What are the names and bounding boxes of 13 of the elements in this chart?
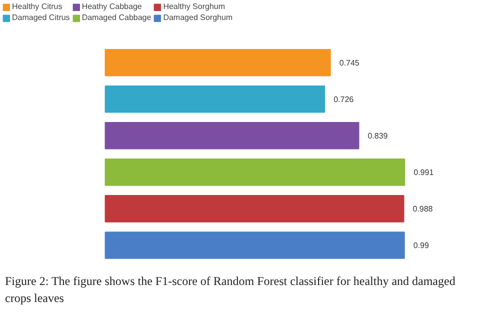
caption: Figure 2: The figure shows the F1-score of Random Forest classifier for healthy and damaged crops leaves (5, 273, 456, 308)
data-label: 0.726 (334, 95, 354, 104)
data-label: 0.991 (414, 168, 434, 178)
legend-label: Damaged Cabbage (82, 13, 152, 22)
legend-label: Healthy Citrus (12, 2, 62, 11)
legend-label: Damaged Sorghum (163, 13, 233, 22)
legend-label: Damaged Citrus (12, 13, 70, 22)
data-label: 0.99 (413, 241, 430, 250)
data-label: 0.745 (339, 58, 360, 68)
data-label: 0.839 (368, 132, 388, 141)
legend-label: Healthy Sorghum (163, 2, 226, 11)
data-label: 0.988 (412, 204, 434, 214)
legend-label: Heathy Cabbage (82, 2, 142, 11)
